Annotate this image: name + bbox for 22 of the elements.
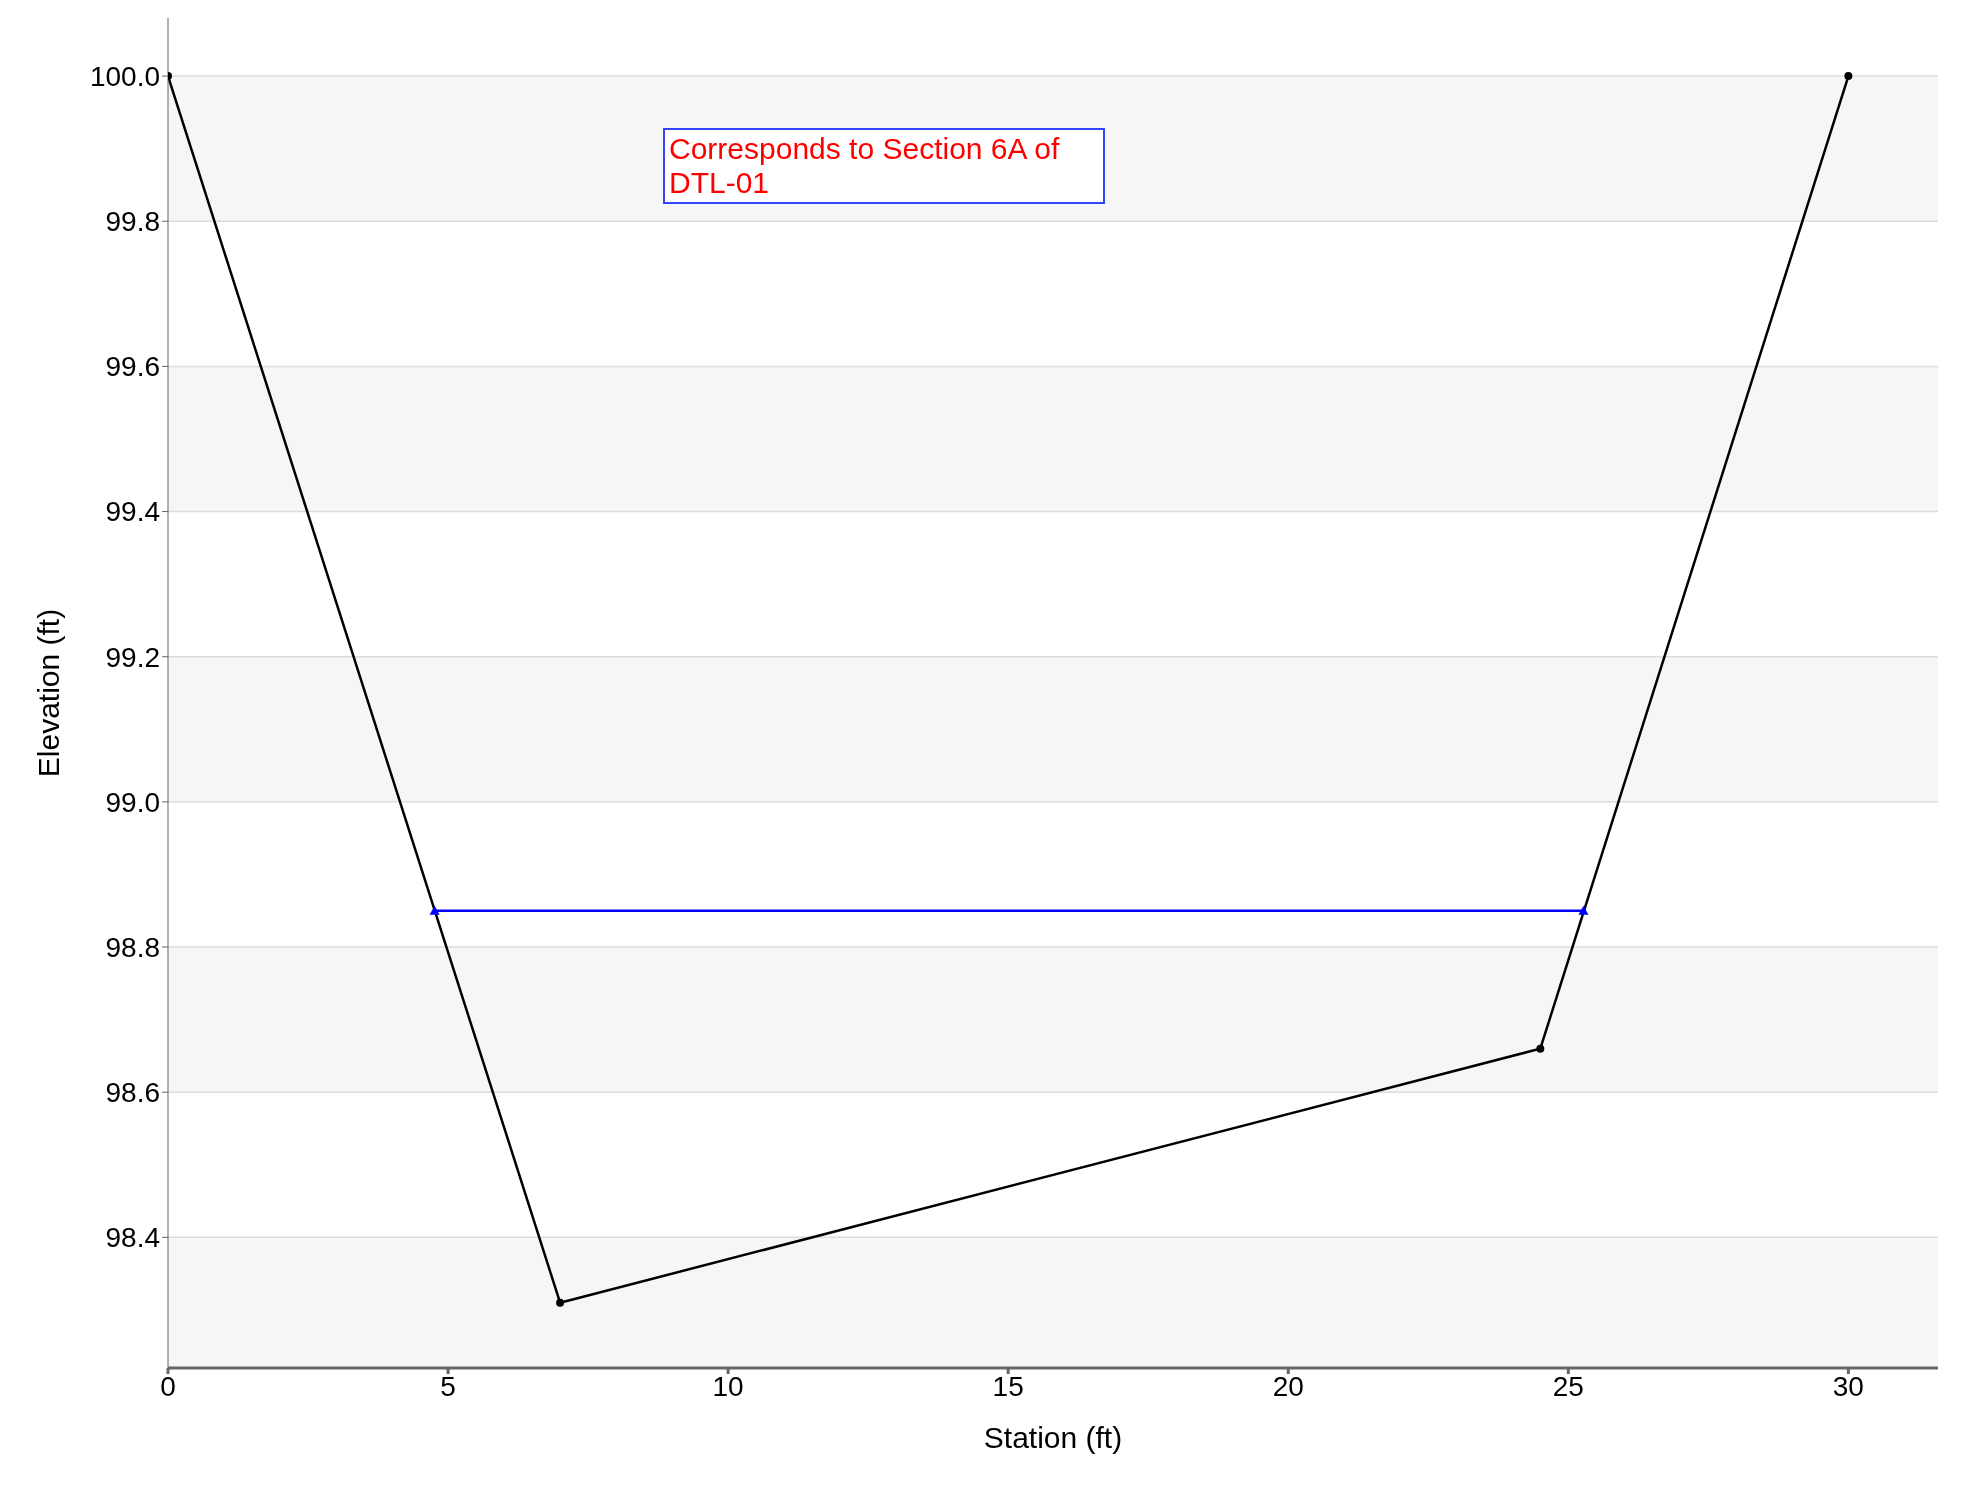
y-axis-title: Elevation (ft) [31,608,65,778]
x-tick-label: 5 [440,1370,456,1402]
y-tick-label: 99.8 [105,206,160,238]
point [1536,1044,1545,1053]
y-tick-label: 98.4 [105,1222,160,1254]
point [556,1298,565,1307]
y-tick-label: 99.4 [105,496,160,528]
y-tick-label: 100.0 [89,61,160,92]
x-tick-label: 20 [1272,1370,1304,1402]
x-tick-label: 0 [160,1370,176,1402]
y-tick-label: 98.6 [105,1077,160,1109]
y-tick-label: 99.2 [105,641,160,673]
x-tick-label: 10 [712,1370,744,1402]
annotation: Corresponds to Section 6A of DTL-01 [663,128,1105,204]
x-tick-label: 15 [992,1370,1024,1402]
y-tick-label: 98.8 [105,931,160,963]
y-tick-label: 99.0 [105,786,160,818]
point [1844,72,1853,81]
x-tick-label: 30 [1832,1370,1864,1402]
y-tick-label: 99.6 [105,351,160,383]
x-tick-label: 25 [1552,1370,1584,1402]
x-axis-title: Station (ft) [983,1421,1123,1454]
